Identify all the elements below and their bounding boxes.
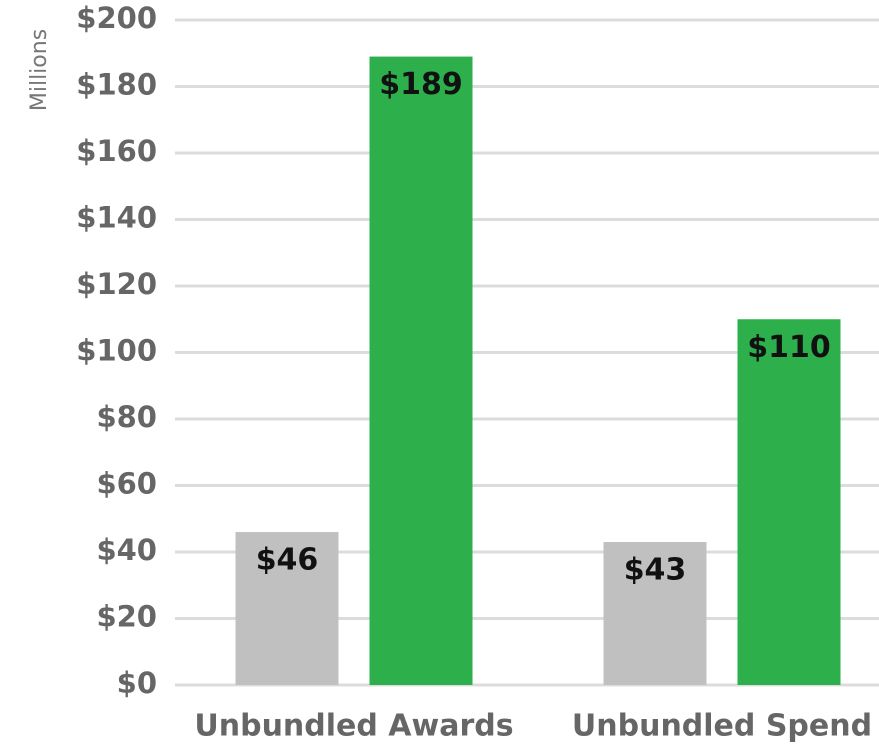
value-label: $46 [256,543,319,578]
bar [737,319,841,685]
y-tick-label: $80 [96,400,157,434]
value-label: $110 [747,330,831,365]
y-tick-label: $200 [76,1,157,35]
x-tick-label: Unbundled Spend [572,709,872,744]
value-label: $189 [379,67,463,102]
y-tick-label: $20 [96,600,157,634]
y-tick-label: $120 [76,267,157,301]
y-tick-label: $160 [76,134,157,168]
bar [369,56,473,685]
y-tick-label: $100 [76,334,157,368]
y-axis-label: Millions [27,29,52,111]
y-tick-label: $60 [96,467,157,501]
y-tick-label: $140 [76,201,157,235]
x-tick-label: Unbundled Awards [194,709,513,744]
value-label: $43 [624,553,687,588]
y-tick-label: $180 [76,68,157,102]
bar [235,532,339,685]
y-tick-label: $0 [117,666,157,700]
y-tick-label: $40 [96,533,157,567]
bar [603,542,707,685]
